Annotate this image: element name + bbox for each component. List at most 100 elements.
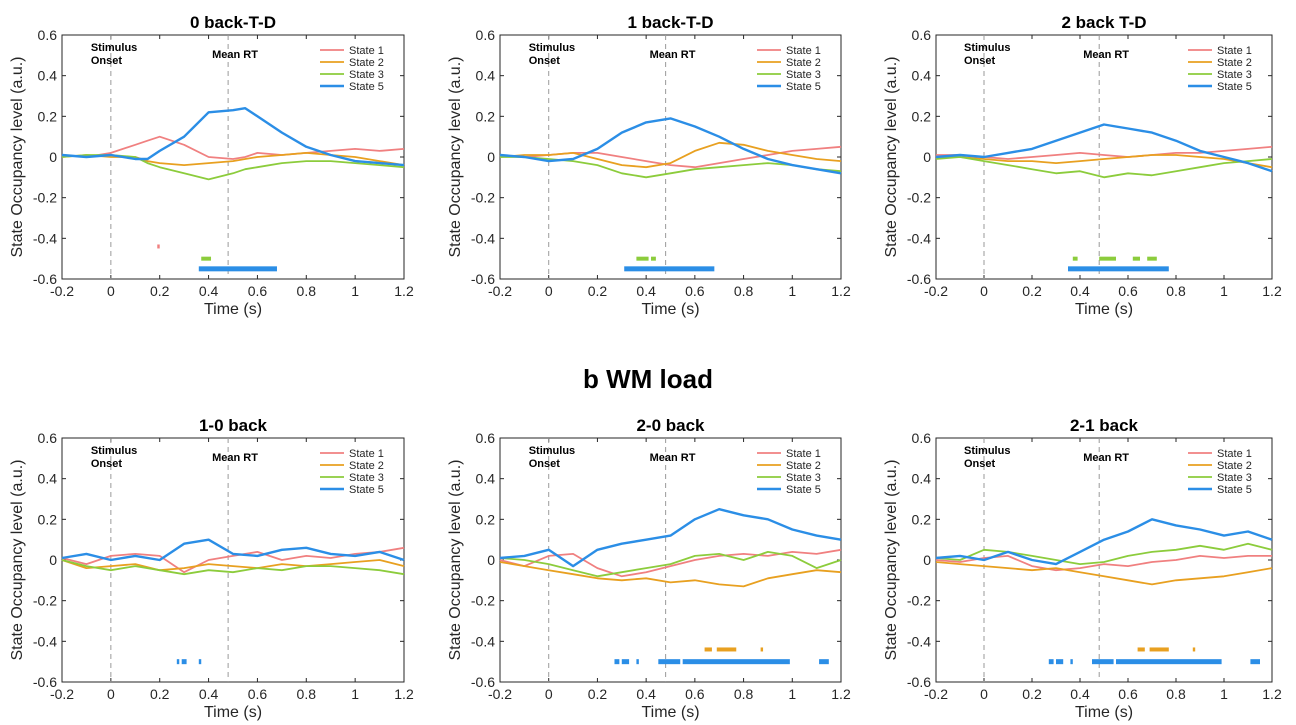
y-tick-label: -0.6 bbox=[471, 674, 495, 690]
series-line-state-2 bbox=[499, 141, 842, 169]
y-tick-label: -0.2 bbox=[471, 593, 495, 609]
y-tick-label: -0.6 bbox=[907, 674, 931, 690]
x-tick-label: 0 bbox=[107, 283, 115, 299]
significance-bar bbox=[1072, 256, 1078, 261]
panel-title: 2-1 back bbox=[1070, 416, 1139, 435]
x-tick-label: 0.6 bbox=[248, 686, 268, 702]
significance-bar bbox=[198, 266, 277, 272]
x-tick-label: -0.2 bbox=[924, 686, 948, 702]
x-tick-label: 1 bbox=[351, 686, 359, 702]
legend-label: State 3 bbox=[786, 69, 821, 81]
mean-rt-label: Mean RT bbox=[1083, 452, 1129, 464]
x-tick-label: 0 bbox=[107, 686, 115, 702]
legend-label: State 5 bbox=[1217, 484, 1252, 496]
annot-line: Stimulus bbox=[964, 445, 1010, 457]
significance-bar bbox=[1056, 659, 1064, 665]
x-tick-label: 0 bbox=[545, 686, 553, 702]
x-tick-label: 0.4 bbox=[199, 283, 219, 299]
stimulus-onset-label: Stimulus Onset bbox=[529, 42, 575, 67]
y-tick-label: -0.4 bbox=[33, 230, 57, 246]
y-tick-label: 0.2 bbox=[912, 108, 932, 124]
annot-line: Mean RT bbox=[212, 452, 258, 464]
x-tick-label: 0.6 bbox=[685, 686, 705, 702]
y-tick-label: 0 bbox=[487, 552, 495, 568]
significance-bar bbox=[181, 659, 187, 665]
annot-line: Mean RT bbox=[650, 49, 696, 61]
x-tick-label: -0.2 bbox=[924, 283, 948, 299]
legend-label: State 3 bbox=[786, 472, 821, 484]
x-tick-label: 0 bbox=[545, 283, 553, 299]
mean-rt-label: Mean RT bbox=[212, 452, 258, 464]
annot-line: Mean RT bbox=[1083, 452, 1129, 464]
series-line-state-2 bbox=[936, 154, 1273, 169]
x-tick-label: 1.2 bbox=[394, 686, 414, 702]
panel-title: 1-0 back bbox=[199, 416, 268, 435]
x-tick-label: 0.8 bbox=[1166, 283, 1186, 299]
chart-panel-4: 1-0 back -0.2 0 0.2 0.4 0.6 0.8 1 1.2 -0.6 -0.4 -0.… bbox=[9, 416, 414, 721]
y-tick-label: 0.4 bbox=[38, 471, 58, 487]
y-tick-label: 0.2 bbox=[38, 511, 58, 527]
significance-bar bbox=[716, 647, 737, 652]
significance-bar bbox=[621, 659, 630, 665]
series-line-state-5 bbox=[935, 518, 1273, 566]
y-tick-label: 0.4 bbox=[38, 68, 58, 84]
annot-line: Stimulus bbox=[529, 445, 575, 457]
y-tick-label: 0.4 bbox=[476, 68, 496, 84]
y-tick-label: 0.2 bbox=[38, 108, 58, 124]
x-tick-label: 0.2 bbox=[150, 686, 170, 702]
x-axis-label: Time (s) bbox=[641, 301, 699, 318]
series-line-state-1 bbox=[936, 145, 1273, 160]
x-tick-label: 0.8 bbox=[1166, 686, 1186, 702]
x-tick-label: 0.8 bbox=[734, 283, 754, 299]
x-tick-label: 0.4 bbox=[636, 283, 656, 299]
y-tick-label: 0 bbox=[923, 149, 931, 165]
y-tick-label: 0.6 bbox=[476, 430, 496, 446]
legend-label: State 2 bbox=[786, 57, 821, 69]
significance-bar bbox=[624, 266, 715, 272]
y-tick-label: -0.6 bbox=[907, 271, 931, 287]
y-tick-label: 0.4 bbox=[912, 68, 932, 84]
series-line-state-5 bbox=[499, 508, 842, 568]
annot-line: Stimulus bbox=[91, 42, 137, 54]
significance-bar bbox=[1147, 256, 1157, 261]
stimulus-onset-label: Stimulus Onset bbox=[91, 42, 137, 67]
stimulus-onset-label: Stimulus Onset bbox=[964, 445, 1010, 470]
series-line-state-3 bbox=[935, 156, 1273, 179]
legend-label: State 3 bbox=[349, 69, 384, 81]
stimulus-onset-label: Stimulus Onset bbox=[529, 445, 575, 470]
y-axis-label: State Occupancy level (a.u.) bbox=[447, 57, 464, 258]
legend-label: State 5 bbox=[349, 81, 384, 93]
y-tick-label: 0.4 bbox=[476, 471, 496, 487]
y-tick-label: 0.6 bbox=[38, 430, 58, 446]
mean-rt-label: Mean RT bbox=[1083, 49, 1129, 61]
x-tick-label: 0.4 bbox=[199, 686, 219, 702]
panel-title: 0 back-T-D bbox=[190, 13, 276, 32]
y-tick-label: 0.6 bbox=[38, 27, 58, 43]
x-tick-label: -0.2 bbox=[488, 283, 512, 299]
x-tick-label: -0.2 bbox=[50, 686, 74, 702]
x-axis-label: Time (s) bbox=[204, 301, 262, 318]
series-line-state-2 bbox=[499, 561, 842, 588]
legend-label: State 5 bbox=[786, 484, 821, 496]
legend-label: State 1 bbox=[1217, 448, 1252, 460]
legend-label: State 2 bbox=[349, 460, 384, 472]
annot-line: Onset bbox=[91, 458, 123, 470]
y-tick-label: 0.6 bbox=[476, 27, 496, 43]
legend-label: State 5 bbox=[1217, 81, 1252, 93]
series-line-state-2 bbox=[61, 559, 405, 572]
stimulus-onset-label: Stimulus Onset bbox=[964, 42, 1010, 67]
y-tick-label: -0.4 bbox=[907, 633, 931, 649]
legend-label: State 1 bbox=[349, 45, 384, 57]
y-axis-label: State Occupancy level (a.u.) bbox=[447, 460, 464, 661]
y-tick-label: -0.4 bbox=[907, 230, 931, 246]
x-tick-label: 1 bbox=[1220, 686, 1228, 702]
x-axis-label: Time (s) bbox=[1075, 704, 1133, 721]
y-tick-label: -0.2 bbox=[33, 593, 57, 609]
legend-label: State 2 bbox=[786, 460, 821, 472]
series-line-state-3 bbox=[61, 154, 405, 181]
significance-bar bbox=[658, 659, 681, 665]
x-tick-label: 0.2 bbox=[588, 686, 608, 702]
significance-bar bbox=[1192, 647, 1196, 652]
